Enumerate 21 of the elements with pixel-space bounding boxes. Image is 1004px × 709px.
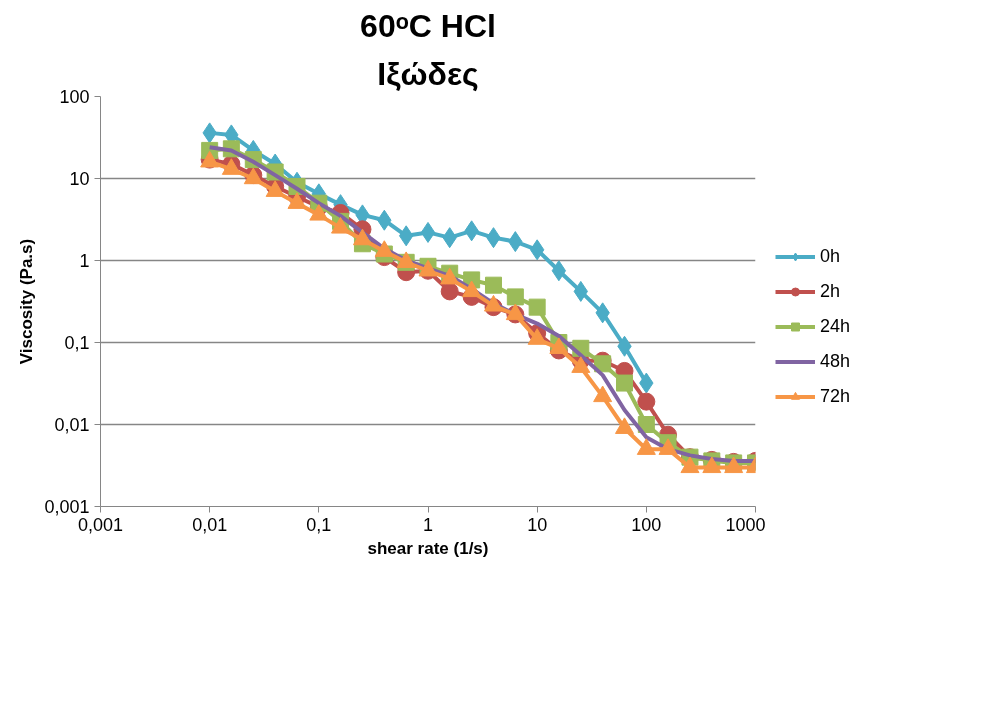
y-tick-label: 10 — [69, 169, 90, 189]
x-tick-label: 0,1 — [306, 514, 332, 535]
y-tick-label: 0,01 — [54, 415, 90, 435]
x-tick-label: 0,01 — [192, 514, 228, 535]
y-axis-title: Viscosity (Pa.s) — [17, 238, 37, 365]
legend-label: 48h — [820, 350, 851, 372]
chart-title: 60ᵒC HCl — [360, 7, 496, 44]
y-tick-label: 1 — [79, 251, 90, 271]
x-tick-label: 1000 — [725, 514, 766, 535]
legend-label: 0h — [820, 245, 841, 267]
x-tick-label: 1 — [422, 514, 434, 535]
y-tick-label: 0,1 — [64, 333, 90, 353]
x-axis-title: shear rate (1/s) — [367, 538, 489, 558]
y-tick-label: 100 — [59, 87, 90, 107]
legend-label: 24h — [820, 315, 851, 337]
y-tick-label: 0,001 — [44, 497, 90, 517]
legend-label: 72h — [820, 385, 851, 407]
legend-label: 2h — [820, 280, 841, 302]
x-tick-label: 100 — [631, 514, 662, 535]
x-tick-label: 10 — [527, 514, 548, 535]
chart-subtitle: Ιξώδες — [377, 55, 479, 92]
